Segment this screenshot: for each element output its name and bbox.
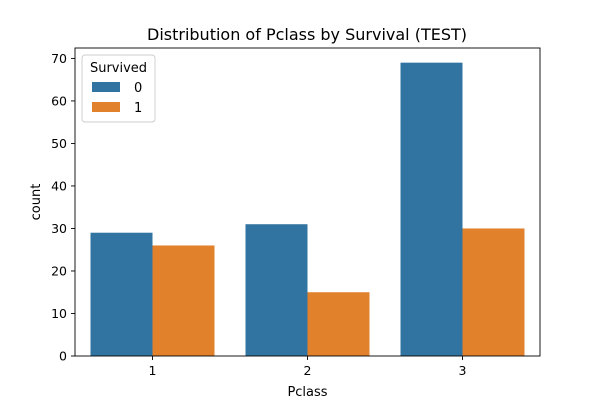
y-tick-label: 10: [51, 306, 67, 321]
legend-title: Survived: [90, 61, 147, 76]
x-tick-label: 1: [149, 363, 157, 378]
legend-swatch-1: [92, 102, 120, 112]
y-axis-label: count: [29, 184, 44, 221]
bar-pclass-2-survived-0: [245, 224, 308, 356]
bar-pclass-2-survived-1: [307, 292, 370, 356]
plot-frame: [74, 47, 541, 357]
y-tick-label: 70: [51, 51, 67, 66]
y-tick-label: 40: [51, 178, 67, 193]
y-tick-label: 50: [51, 136, 67, 151]
legend-label-1: 1: [134, 101, 142, 116]
legend-swatch-0: [92, 82, 120, 92]
legend: Survived 0 1: [81, 54, 156, 123]
chart-title: Distribution of Pclass by Survival (TEST…: [147, 25, 467, 44]
y-tick-label: 20: [51, 263, 67, 278]
bar-pclass-3-survived-1: [462, 228, 525, 356]
legend-label-0: 0: [134, 81, 142, 96]
bar-pclass-1-survived-0: [90, 232, 153, 356]
bar-pclass-1-survived-1: [152, 245, 215, 356]
x-tick-label: 2: [304, 363, 312, 378]
x-axis-label: Pclass: [287, 385, 327, 400]
y-tick-label: 30: [51, 221, 67, 236]
y-tick-label: 0: [59, 349, 67, 364]
y-tick-label: 60: [51, 93, 67, 108]
x-tick-label: 3: [459, 363, 467, 378]
bar-pclass-3-survived-0: [400, 62, 463, 357]
